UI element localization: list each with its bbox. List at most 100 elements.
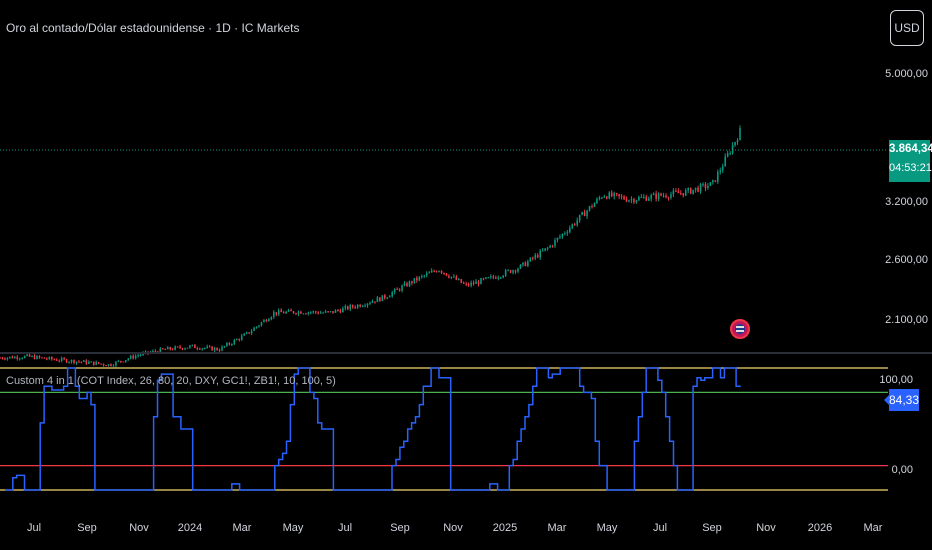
time-tick-label: Nov (129, 522, 149, 534)
candle-body (112, 365, 115, 367)
candle-body (440, 270, 443, 273)
candle-body (287, 309, 290, 312)
candle-body (736, 140, 739, 143)
candle-body (51, 357, 53, 360)
candle-body (512, 270, 514, 273)
candle-body (127, 358, 130, 361)
price-tick-label: 5.000,00 (885, 68, 928, 80)
candle-body (403, 283, 406, 286)
candle-body (569, 227, 571, 233)
currency-button[interactable]: USD (890, 10, 924, 46)
candle-body (539, 250, 541, 258)
candle-body (139, 354, 142, 356)
candle-body (379, 297, 381, 302)
candle-body (226, 343, 228, 347)
candle-body (11, 356, 14, 359)
candle-body (384, 295, 386, 299)
candle-body (0, 357, 1, 359)
candle-body (396, 288, 398, 290)
candle-body (300, 311, 302, 314)
candle-body (265, 319, 268, 322)
candle-body (191, 344, 194, 346)
candle-body (73, 359, 75, 364)
candle-body (253, 327, 255, 331)
candle-body (583, 212, 586, 217)
symbol-title[interactable]: Oro al contado/Dólar estadounidense · 1D… (6, 21, 300, 35)
candle-body (443, 272, 445, 274)
candle-body (704, 183, 707, 188)
candle-body (53, 359, 56, 361)
indicator-title[interactable]: Custom 4 in 1 (COT Index, 26, 80, 20, DX… (6, 375, 336, 387)
candle-body (282, 312, 285, 314)
candle-body (630, 199, 633, 201)
candle-body (171, 349, 174, 351)
time-tick-label: May (283, 522, 304, 534)
flag-badge-icon[interactable] (730, 319, 750, 339)
candle-body (504, 270, 507, 276)
candle-body (68, 361, 70, 363)
candle-body (660, 193, 662, 196)
candle-body (122, 361, 125, 363)
candle-body (680, 193, 682, 195)
candle-body (677, 191, 680, 194)
candle-body (270, 316, 273, 320)
indicator-value-tag: 84,33 (884, 389, 919, 411)
candle-body (534, 255, 537, 259)
candle-body (734, 142, 736, 146)
candle-body (339, 310, 342, 313)
indicator-y-axis[interactable]: 100,00 0,00 (879, 374, 913, 476)
candle-body (292, 311, 295, 314)
candle-body (687, 188, 689, 191)
candle-body (726, 153, 729, 157)
candle-body (699, 184, 702, 192)
candle-body (1, 357, 4, 359)
price-y-axis[interactable]: 5.000,00 3.200,00 2.600,00 2.100,00 (885, 68, 928, 326)
candle-body (97, 362, 100, 364)
candle-body (295, 313, 297, 315)
candle-body (593, 203, 596, 207)
candle-body (70, 359, 73, 362)
candle-body (203, 347, 206, 349)
candle-body (181, 348, 184, 350)
candle-body (88, 361, 90, 364)
candle-body (620, 196, 623, 198)
candle-body (455, 276, 458, 280)
candle-body (194, 344, 196, 349)
time-tick-label: Jul (653, 522, 667, 534)
candle-body (322, 312, 324, 314)
candle-body (418, 276, 421, 281)
candle-body (371, 301, 374, 303)
candle-body (83, 360, 85, 362)
candle-body (95, 362, 97, 365)
candle-body (425, 273, 428, 276)
candle-body (189, 345, 191, 348)
candle-body (120, 360, 122, 362)
candle-body (586, 210, 588, 217)
candle-body (16, 356, 19, 359)
candle-body (411, 281, 413, 284)
candle-body (497, 277, 500, 279)
candle-body (162, 348, 164, 350)
candle-body (100, 363, 102, 365)
candle-body (532, 257, 534, 259)
time-tick-label: Mar (548, 522, 567, 534)
candle-body (312, 311, 315, 313)
candle-body (638, 197, 640, 201)
candle-body (559, 236, 561, 238)
time-axis[interactable]: Jul Sep Nov 2024 Mar May Jul Sep Nov 2025 Mar May Ju… (27, 522, 883, 534)
candle-body (240, 335, 243, 340)
candle-body (623, 196, 625, 200)
time-tick-label: 2025 (493, 522, 517, 534)
candle-body (509, 270, 512, 273)
candle-body (485, 277, 487, 279)
candle-body (490, 276, 492, 278)
candle-body (342, 308, 344, 313)
candle-body (709, 182, 712, 186)
candle-body (564, 233, 566, 235)
candle-body (398, 289, 401, 291)
candle-body (243, 333, 245, 336)
candle-body (606, 196, 608, 199)
candle-body (675, 190, 677, 192)
candle-body (290, 309, 292, 312)
